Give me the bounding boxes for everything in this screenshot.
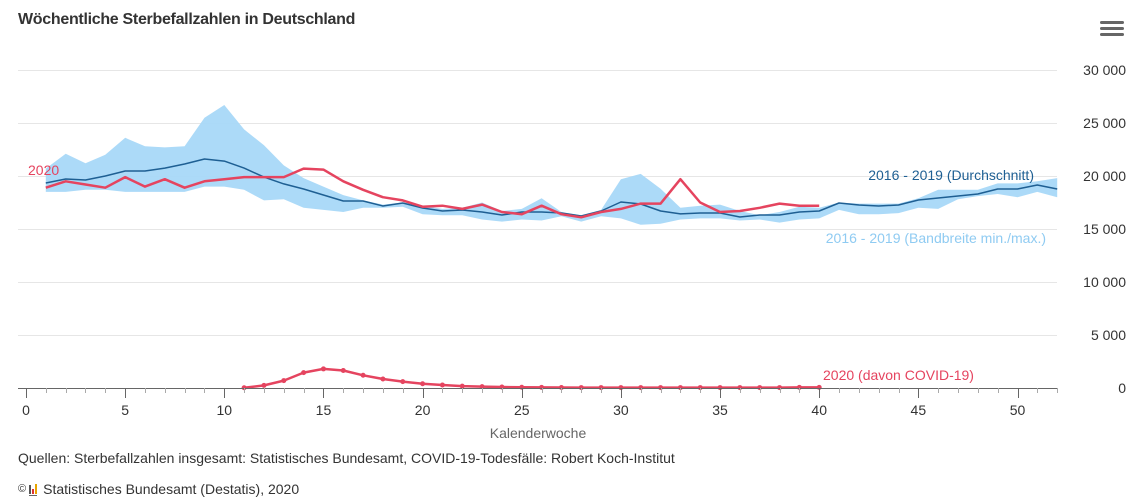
y-tick-label: 30 000 — [1083, 62, 1126, 78]
x-tick-label: 25 — [514, 402, 530, 418]
y-tick-label: 20 000 — [1083, 168, 1126, 184]
x-tick-label: 0 — [22, 402, 30, 418]
series-labels: 2020 2016 - 2019 (Durchschnitt) 2016 - 201… — [28, 162, 1046, 383]
y-tick-label: 15 000 — [1083, 221, 1126, 237]
covid-point — [360, 372, 366, 378]
covid-point — [400, 379, 406, 385]
covid-point — [737, 385, 743, 391]
chart-area: 0 5 10 15 20 25 30 35 40 45 50 Kalenderwoche 0 5 000… — [18, 62, 1126, 441]
x-tick-label: 50 — [1010, 402, 1026, 418]
covid-point — [439, 382, 445, 388]
covid-point — [281, 378, 287, 384]
line-2020 — [45, 167, 820, 219]
covid-point — [320, 366, 326, 372]
x-axis-title: Kalenderwoche — [490, 425, 587, 441]
covid-line — [243, 367, 820, 390]
covid-point — [539, 384, 545, 390]
covid-point — [380, 376, 386, 382]
grid-lines — [18, 70, 1057, 336]
covid-point — [757, 385, 763, 391]
source-note: Quellen: Sterbefallzahlen insgesamt: Sta… — [18, 450, 675, 466]
series-2020-layer — [45, 167, 820, 219]
hamburger-menu-icon[interactable] — [1100, 21, 1124, 41]
covid-point — [241, 385, 247, 391]
x-tick-label: 40 — [811, 402, 827, 418]
x-tick-label: 20 — [415, 402, 431, 418]
x-tick-label: 5 — [121, 402, 129, 418]
band-layer — [45, 105, 1058, 225]
covid-point — [618, 385, 624, 391]
y-tick-label: 10 000 — [1083, 274, 1126, 290]
covid-point — [340, 368, 346, 374]
covid-point — [420, 381, 426, 387]
x-tick-label: 10 — [217, 402, 233, 418]
average-layer — [45, 158, 1058, 218]
menu-bar — [1100, 33, 1124, 36]
band-area — [45, 105, 1058, 225]
covid-point — [777, 385, 783, 391]
menu-bar — [1100, 27, 1124, 30]
x-tick-label: 45 — [911, 402, 927, 418]
covid-point — [301, 370, 307, 376]
copyright-symbol: © — [18, 483, 27, 495]
label-2020: 2020 — [28, 162, 59, 178]
covid-point — [519, 384, 525, 390]
chart-title: Wöchentliche Sterbefallzahlen in Deutsch… — [18, 11, 356, 28]
covid-point — [459, 383, 465, 389]
covid-point — [479, 384, 485, 390]
label-covid: 2020 (davon COVID-19) — [823, 367, 974, 383]
y-tick-label: 0 — [1118, 380, 1126, 396]
x-tick-label: 30 — [613, 402, 629, 418]
covid-layer — [241, 366, 822, 391]
destatis-logo-icon — [29, 483, 38, 496]
covid-point — [261, 382, 267, 388]
menu-bar — [1100, 21, 1124, 24]
y-tick-label: 25 000 — [1083, 115, 1126, 131]
credit-text: Statistisches Bundesamt (Destatis), 2020 — [43, 481, 300, 497]
x-axis: 0 5 10 15 20 25 30 35 40 45 50 Kalenderwoche — [18, 388, 1058, 441]
x-tick-label: 15 — [316, 402, 332, 418]
credit-line: © Statistisches Bundesamt (Destatis), 20… — [18, 481, 299, 497]
x-tick-label: 35 — [712, 402, 728, 418]
label-average: 2016 - 2019 (Durchschnitt) — [868, 167, 1034, 183]
covid-point — [658, 385, 664, 391]
covid-point — [638, 385, 644, 391]
y-axis: 0 5 000 10 000 15 000 20 000 25 000 30 000 — [1083, 62, 1126, 396]
y-tick-label: 5 000 — [1091, 327, 1126, 343]
label-band: 2016 - 2019 (Bandbreite min./max.) — [826, 230, 1046, 246]
average-line — [45, 158, 1058, 218]
